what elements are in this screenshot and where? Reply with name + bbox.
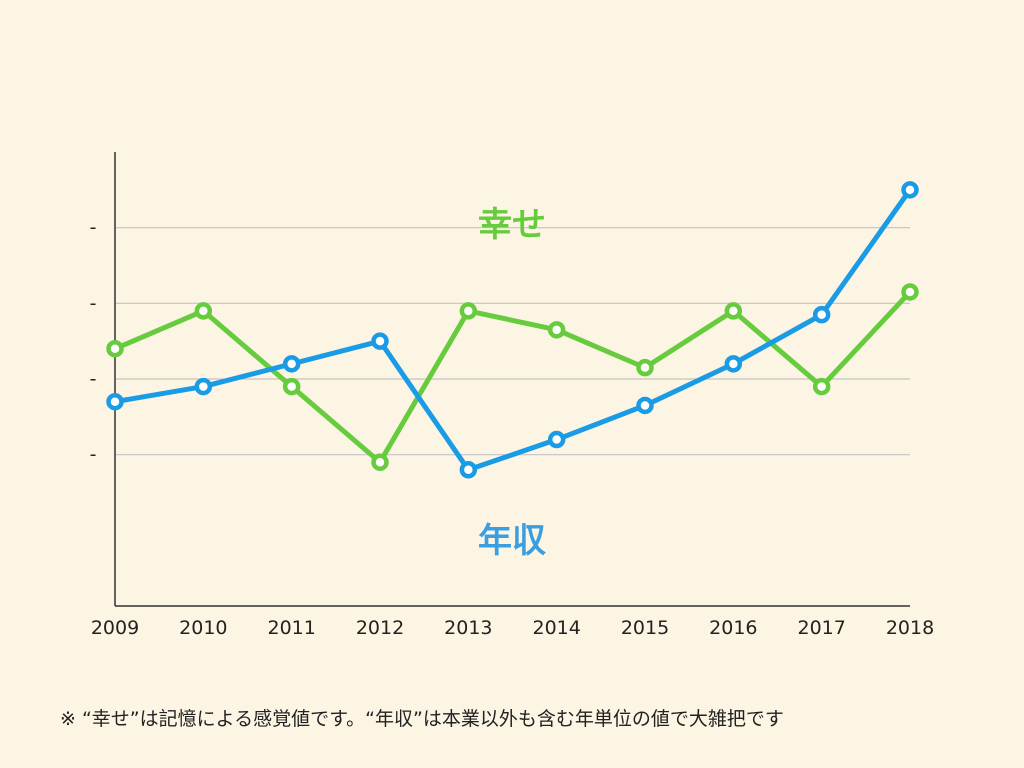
data-point [371,453,389,471]
x-tick-label: 2018 [886,617,934,639]
series-0 [106,283,919,471]
data-point [724,355,743,373]
footnote: ※ “幸せ”は記憶による感覚値です。“年収”は本業以外も含む年単位の値で大雑把で… [60,708,784,730]
x-tick-label: 2016 [709,617,757,639]
x-tick-label: 2013 [444,617,492,639]
data-point [106,339,124,358]
data-point [636,396,654,415]
data-point [282,377,301,396]
x-tick-label: 2010 [179,617,227,639]
data-point [194,302,213,320]
data-point [459,302,478,320]
y-tick-label: - [90,292,97,314]
data-point [724,302,743,320]
series-line [112,187,913,473]
y-tick-labels: - - - - [90,217,97,466]
x-tick-label: 2014 [532,617,580,639]
series-1 [106,181,919,479]
data-point [194,377,213,396]
series-label-happiness: 幸せ [478,205,546,245]
y-tick-label: - [90,368,97,390]
x-tick-label: 2009 [91,617,139,639]
x-tick-label: 2012 [356,617,404,639]
data-point [106,392,124,411]
x-tick-labels: 2009 2010 2011 2012 2013 2014 2015 2016 2017 2018 [91,617,934,639]
data-point [812,377,831,396]
x-tick-label: 2011 [267,617,315,639]
y-tick-label: - [90,217,97,239]
data-point [282,355,301,373]
data-point [901,283,919,301]
data-point [901,181,919,199]
y-tick-label: - [90,444,97,466]
series-label-income: 年収 [478,521,546,561]
x-tick-label: 2015 [621,617,669,639]
data-point [459,461,478,479]
x-tick-label: 2017 [797,617,845,639]
gridlines [115,227,910,456]
series-layer [106,181,919,479]
data-point [547,430,566,449]
data-point [812,305,831,324]
data-point [636,358,654,377]
data-point [547,321,566,339]
series-line [112,289,913,465]
data-point [371,332,389,350]
